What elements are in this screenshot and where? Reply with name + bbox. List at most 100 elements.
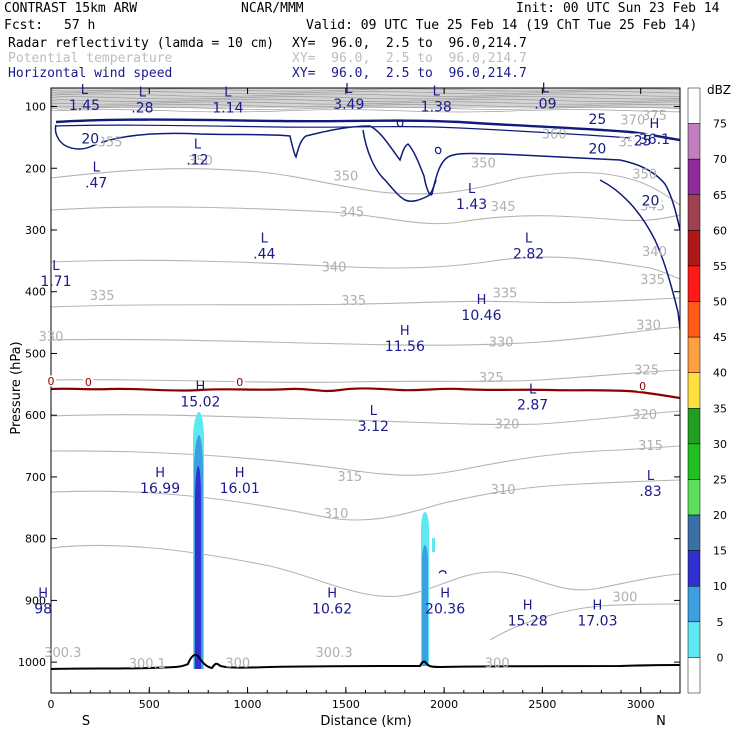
theta-label: 300 <box>613 590 638 605</box>
x-tick-label: 500 <box>139 698 160 711</box>
theta-label: 325 <box>479 371 504 386</box>
extremum-value: .47 <box>85 175 107 191</box>
wind-contour-20-east <box>599 179 680 331</box>
extremum-marker: H <box>477 293 487 308</box>
extremum-marker: L <box>261 231 269 246</box>
theta-label: 315 <box>337 470 362 485</box>
extrema-markers: L1.45L.28L1.14L3.49L1.38L.09H36.1L.12L.4… <box>34 81 670 629</box>
theta-contour-315 <box>51 445 680 476</box>
theta-label: 310 <box>491 483 516 498</box>
colorbar-level-label: 60 <box>713 224 727 237</box>
theta-label: 335 <box>90 289 115 304</box>
wind-contours <box>54 118 680 575</box>
extremum-marker: H <box>400 324 410 339</box>
extremum-marker: L <box>529 383 537 398</box>
x-axis-title: Distance (km) <box>320 714 411 729</box>
theta-dense-band <box>51 88 680 113</box>
theta-contour-340 <box>51 256 680 280</box>
theta-label: 335 <box>640 273 665 288</box>
dense-isentrope <box>51 96 680 100</box>
colorbar-level-label: 10 <box>713 580 727 593</box>
x-tick-label: 3000 <box>627 698 655 711</box>
extremum-marker: H <box>523 599 533 614</box>
colorbar-level-label: 20 <box>713 509 727 522</box>
extremum-value: 2.87 <box>517 398 548 414</box>
y-tick-label: 300 <box>25 224 46 237</box>
extremum-marker: L <box>52 259 60 274</box>
theta-label: 330 <box>489 335 514 350</box>
zero-isotherm-labels: 0 0 0 0 <box>46 375 648 393</box>
extremum-value: 20.36 <box>425 601 465 617</box>
theta-label: 350 <box>333 169 358 184</box>
extremum-value: 16.99 <box>140 481 180 497</box>
extremum-marker: H <box>155 466 165 481</box>
colorbar-level-label: 25 <box>713 473 727 486</box>
model-title: CONTRAST 15km ARW <box>4 1 138 16</box>
theta-label: 355 <box>98 135 123 150</box>
extremum-marker: L <box>139 86 147 101</box>
forecast-hour: 57 h <box>64 18 96 33</box>
wind-label-bg <box>639 193 662 207</box>
theta-contour-335 <box>51 297 680 308</box>
extremum-marker: L <box>542 81 550 96</box>
theta-contour-300 <box>489 603 680 641</box>
reflectivity-column-east-mid <box>422 545 428 666</box>
theta-contour-330 <box>51 326 680 346</box>
x-tick-label: 1500 <box>332 698 360 711</box>
wind-label: 20 <box>589 142 607 158</box>
theta-label: 320 <box>632 408 657 423</box>
theta-contour-325 <box>51 369 680 383</box>
y-tick-label: 400 <box>25 286 46 299</box>
theta-label: 335 <box>341 294 366 309</box>
zero-label: 0 <box>48 375 55 388</box>
theta-label: 360 <box>542 127 567 142</box>
theta-label: 330 <box>636 319 661 334</box>
extremum-marker: L <box>525 231 533 246</box>
x-tick-label: 2500 <box>528 698 556 711</box>
extremum-marker: L <box>194 138 202 153</box>
extremum-marker: L <box>345 82 353 97</box>
colorbar-swatch <box>687 443 701 480</box>
colorbar-level-label: 0 <box>717 651 724 664</box>
zero-label: 0 <box>639 380 646 393</box>
x-tick-label: 2000 <box>430 698 458 711</box>
extremum-marker: L <box>93 160 101 175</box>
extremum-value: .44 <box>253 246 275 262</box>
colorbar-swatch <box>687 621 701 658</box>
wind-label-bg <box>586 111 609 125</box>
y-axis-title: Pressure (hPa) <box>9 341 24 434</box>
zero-label-bg <box>234 375 245 387</box>
wind-low-loop <box>438 570 447 575</box>
y-tick-label: 700 <box>25 471 46 484</box>
extremum-value: 17.03 <box>577 614 617 630</box>
extremum-marker: H <box>440 586 450 601</box>
colorbar-level-label: 70 <box>713 153 727 166</box>
extremum-marker: L <box>647 469 655 484</box>
dense-isentrope <box>51 101 680 105</box>
colorbar-swatch <box>687 585 701 623</box>
theta-contour-345 <box>51 206 680 225</box>
colorbar-swatch <box>687 87 701 124</box>
x-tick-label: 1000 <box>234 698 262 711</box>
theta-label: 345 <box>491 200 516 215</box>
dense-isentrope <box>51 88 680 92</box>
y-tick-label: 200 <box>25 162 46 175</box>
x-axis: 0 500 1000 1500 2000 2500 3000 <box>48 88 681 711</box>
wind-contour-20-lower <box>362 129 437 202</box>
extremum-value: .83 <box>639 484 661 500</box>
y-tick-label: 800 <box>25 533 46 546</box>
colorbar-swatch <box>687 158 701 196</box>
extremum-marker: H <box>235 466 245 481</box>
theta-label: 350 <box>632 167 657 182</box>
wind-label: 25 <box>589 112 607 128</box>
colorbar-level-label: 55 <box>713 260 727 273</box>
wind-label-bg <box>586 141 609 155</box>
field-xy-reflectivity: XY= 96.0, 2.5 to 96.0,214.7 <box>292 36 527 51</box>
y-tick-label: 600 <box>25 409 46 422</box>
colorbar-swatch <box>687 550 701 587</box>
extremum-value: 1.45 <box>69 98 100 114</box>
extremum-value: 1.43 <box>456 197 487 213</box>
theta-contours <box>51 168 680 641</box>
